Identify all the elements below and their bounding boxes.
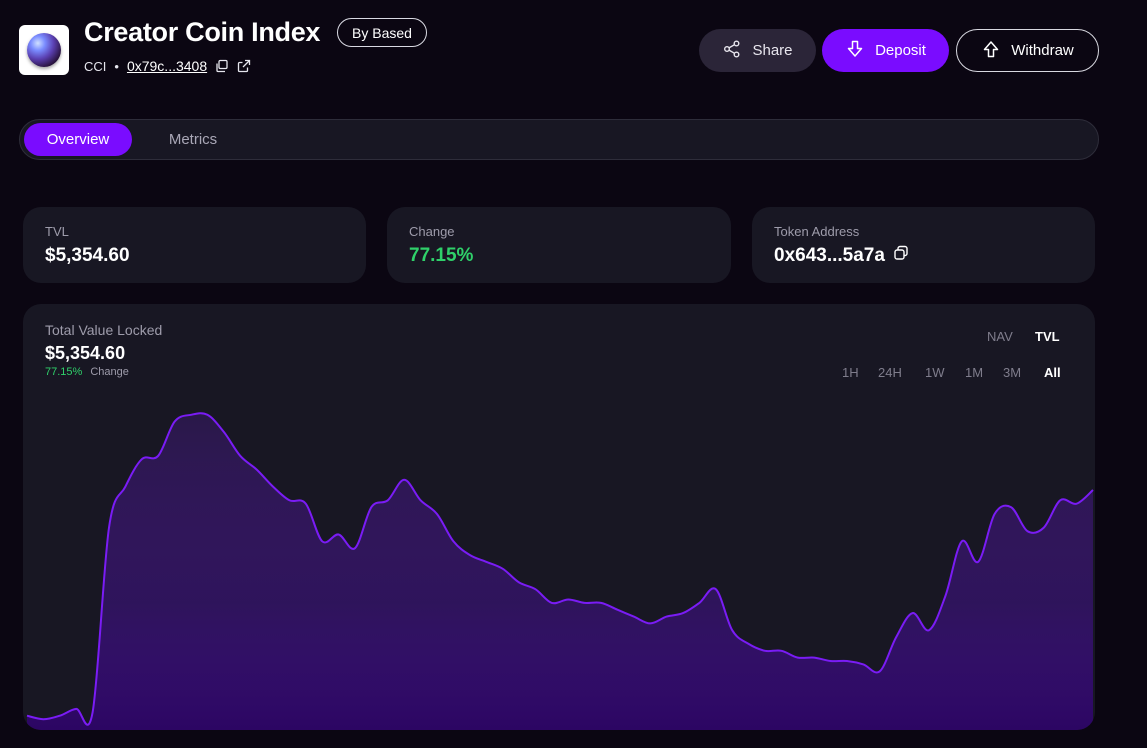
copy-icon[interactable] — [215, 59, 229, 73]
tvl-amount: $5,354.60 — [45, 245, 130, 266]
by-based-badge[interactable]: By Based — [337, 18, 427, 47]
range-3m[interactable]: 3M — [1003, 365, 1022, 380]
orb-logo-icon — [27, 33, 61, 67]
token-address-label: Token Address — [774, 224, 860, 239]
deposit-button[interactable]: Deposit — [822, 29, 949, 72]
chart-change-label: Change — [90, 366, 129, 378]
change-label: Change — [409, 224, 455, 239]
arrow-down-icon — [845, 39, 865, 63]
range-1m[interactable]: 1M — [965, 365, 984, 380]
token-address-text: 0x643...5a7a — [774, 245, 885, 266]
tvl-value: $5,354.60 — [45, 245, 130, 267]
change-card: Change 77.15% — [387, 207, 731, 283]
external-link-icon[interactable] — [237, 59, 251, 73]
index-logo — [19, 25, 69, 75]
token-address-value: 0x643...5a7a — [774, 245, 909, 267]
tab-overview[interactable]: Overview — [24, 123, 132, 156]
withdraw-label: Withdraw — [1011, 42, 1074, 59]
tab-bar: Overview Metrics — [19, 119, 1099, 160]
range-all[interactable]: All — [1044, 365, 1061, 380]
tvl-chart-panel: Total Value Locked $5,354.60 77.15% Chan… — [23, 304, 1095, 730]
tvl-card: TVL $5,354.60 — [23, 207, 366, 283]
tvl-series-line — [26, 412, 1094, 726]
page-title: Creator Coin Index — [84, 17, 321, 47]
chart-value: $5,354.60 — [45, 343, 126, 363]
chart-change-value: 77.15% — [45, 366, 83, 378]
range-1h[interactable]: 1H — [842, 365, 859, 380]
arrow-up-icon — [981, 39, 1001, 63]
deposit-label: Deposit — [875, 42, 926, 59]
ticker-symbol: CCI — [84, 58, 107, 74]
chart-title: Total Value Locked — [45, 322, 163, 338]
chart-change: 77.15% Change — [45, 366, 129, 378]
tvl-label: TVL — [45, 224, 69, 239]
tvl-area-chart — [26, 412, 1094, 730]
tvl-area-fill — [27, 413, 1093, 730]
range-1w[interactable]: 1W — [925, 365, 945, 380]
withdraw-button[interactable]: Withdraw — [956, 29, 1099, 72]
range-24h[interactable]: 24H — [878, 365, 902, 380]
share-icon — [722, 39, 742, 63]
copy-icon[interactable] — [893, 245, 909, 267]
change-amount: 77.15% — [409, 245, 474, 266]
mode-nav-toggle[interactable]: NAV — [987, 329, 1013, 344]
ticker-address-row: CCI • 0x79c...3408 — [84, 58, 251, 74]
change-value: 77.15% — [409, 245, 473, 267]
tab-metrics[interactable]: Metrics — [168, 131, 218, 148]
mode-tvl-toggle[interactable]: TVL — [1035, 329, 1060, 344]
share-button[interactable]: Share — [699, 29, 816, 72]
token-address-card: Token Address 0x643...5a7a — [752, 207, 1095, 283]
share-label: Share — [752, 42, 793, 59]
separator-dot: • — [114, 58, 119, 74]
contract-address-link[interactable]: 0x79c...3408 — [126, 58, 208, 74]
